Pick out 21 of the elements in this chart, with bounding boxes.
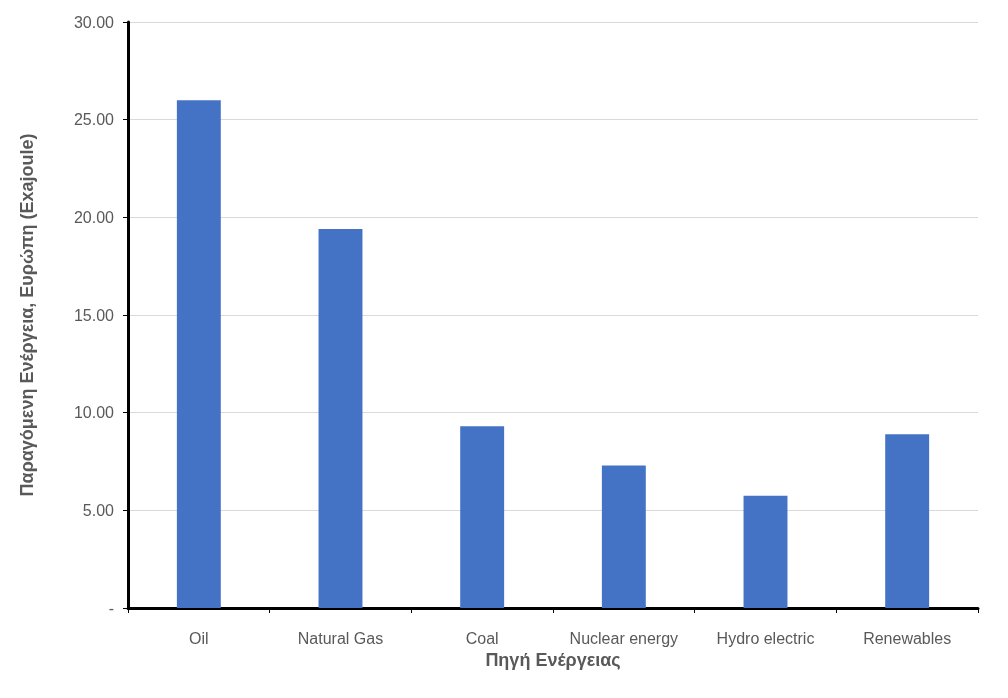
y-tick-label: 20.00	[73, 208, 115, 226]
y-tick-label: 15.00	[73, 306, 115, 324]
y-tick-label: 25.00	[73, 111, 115, 129]
x-axis-title: Πηγή Ενέργειας	[485, 649, 621, 670]
y-tick-label: 30.00	[73, 13, 115, 31]
y-tick-label: 5.00	[82, 501, 115, 519]
x-tick-label: Oil	[189, 629, 209, 647]
y-tick-label: -	[108, 599, 114, 617]
bar	[460, 426, 505, 608]
bar	[176, 100, 221, 608]
bar	[743, 495, 788, 608]
y-axis-title: Παραγόμενη Ενέργεια, Ευρώπη (Exajoule)	[17, 133, 37, 497]
x-tick-label: Renewables	[863, 629, 952, 647]
x-tick-label: Nuclear energy	[569, 629, 679, 647]
y-tick-label: 10.00	[73, 404, 115, 422]
bar	[885, 434, 930, 608]
bar	[601, 465, 646, 608]
x-tick-label: Hydro electric	[716, 629, 815, 647]
x-tick-label: Coal	[465, 629, 499, 647]
bar	[318, 229, 363, 608]
x-tick-label: Natural Gas	[297, 629, 384, 647]
